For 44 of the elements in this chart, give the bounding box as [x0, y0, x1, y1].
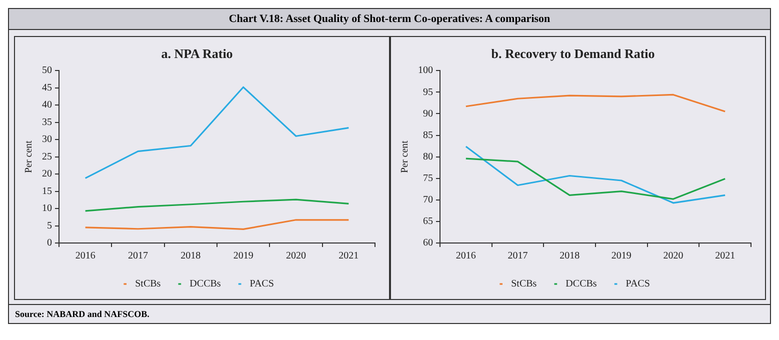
y-tick-label: 0	[47, 238, 52, 249]
x-tick-label: 2021	[338, 250, 359, 262]
y-tick-label: 40	[42, 100, 52, 111]
y-tick-label: 65	[423, 216, 433, 228]
x-tick-label: 2016	[75, 250, 96, 262]
y-tick-label: 35	[42, 116, 52, 128]
x-tick-label: 2020	[286, 250, 306, 262]
source-note: Source: NABARD and NAFSCOB.	[15, 309, 150, 319]
y-tick-label: 85	[423, 130, 433, 141]
x-tick-label: 2018	[560, 250, 580, 262]
chart-title: b. Recovery to Demand Ratio	[491, 46, 655, 62]
x-tick-label: 2019	[233, 250, 254, 262]
y-tick-label: 75	[423, 172, 433, 184]
y-tick-label: 25	[42, 151, 52, 162]
y-tick-label: 60	[423, 238, 433, 249]
y-tick-label: 70	[423, 194, 433, 206]
chart-title: a. NPA Ratio	[161, 46, 233, 62]
y-tick-label: 90	[423, 108, 433, 120]
x-tick-label: 2019	[611, 250, 632, 262]
y-tick-label: 80	[423, 151, 433, 162]
x-tick-label: 2020	[663, 250, 684, 262]
legend-label: StCBs	[511, 278, 537, 290]
legend-label: PACS	[626, 278, 650, 290]
y-tick-label: 5	[47, 220, 52, 232]
y-axis-title: Per cent	[400, 140, 411, 174]
text: Chart V.18: Asset Quality of Shot-term Co-operatives: A comparison	[9, 9, 770, 30]
x-tick-label: 2017	[508, 250, 528, 262]
x-tick-label: 2016	[456, 250, 476, 262]
y-tick-label: 10	[42, 203, 52, 214]
x-tick-label: 2021	[715, 250, 736, 262]
legend-label: DCCBs	[566, 278, 597, 290]
y-tick-label: 95	[423, 86, 433, 98]
y-tick-label: 15	[42, 186, 52, 197]
legend-label: StCBs	[135, 278, 161, 290]
legend-label: PACS	[250, 278, 274, 290]
y-tick-label: 100	[418, 65, 433, 76]
y-tick-label: 30	[42, 134, 52, 146]
y-axis-title: Per cent	[24, 140, 35, 174]
y-tick-label: 45	[42, 82, 52, 94]
legend-label: DCCBs	[190, 278, 221, 290]
x-tick-label: 2017	[128, 250, 148, 262]
y-tick-label: 50	[42, 65, 52, 76]
x-tick-label: 2018	[180, 250, 201, 262]
y-tick-label: 20	[42, 168, 52, 180]
